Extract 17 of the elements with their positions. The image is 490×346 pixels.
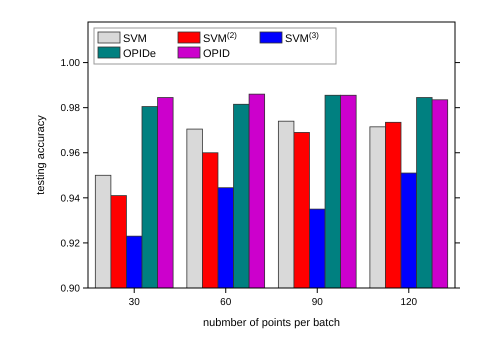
legend-label: OPIDe — [123, 48, 156, 60]
legend-label: SVM$^{(3)}$ — [285, 30, 320, 45]
x-tick-label: 90 — [312, 297, 324, 308]
y-tick-label: 1.00 — [60, 58, 80, 70]
x-axis-title: nubmber of points per batch — [203, 317, 340, 329]
y-tick-label: 0.98 — [60, 103, 80, 114]
y-tick-label: 0.94 — [60, 193, 80, 204]
x-tick-label: 30 — [128, 297, 140, 308]
legend-label: SVM$^{(2)}$ — [203, 30, 238, 45]
x-tick-label: 120 — [400, 297, 418, 308]
y-tick-label: 0.92 — [60, 238, 80, 250]
x-tick-label: 60 — [220, 297, 232, 308]
y-axis-title: testing accuracy — [35, 114, 47, 195]
y-tick-label: 0.90 — [60, 284, 80, 294]
y-tick-label: 0.96 — [60, 148, 80, 160]
legend-label: OPID — [203, 48, 230, 60]
legend-label: SVM — [123, 33, 147, 45]
